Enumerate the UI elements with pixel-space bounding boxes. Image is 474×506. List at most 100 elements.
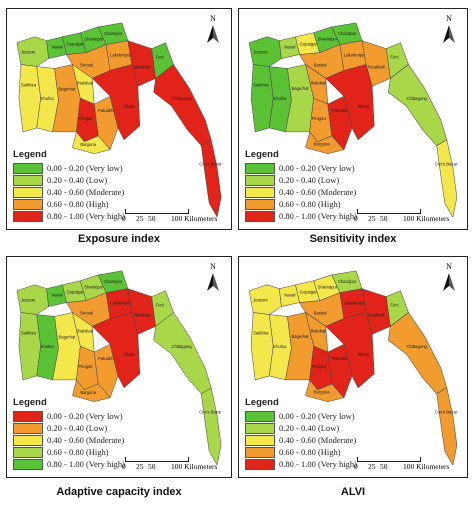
north-label: N	[446, 262, 452, 271]
legend-item: 0.80 - 1.00 (Very high)	[245, 458, 357, 470]
place-label: Bagerhat	[59, 86, 77, 91]
north-arrow-icon	[207, 273, 219, 291]
legend-label: 0.80 - 1.00 (Very high)	[47, 211, 125, 221]
legend-item: 0.00 - 0.20 (Very low)	[245, 162, 357, 174]
place-label: Barisal	[80, 310, 93, 315]
legend-swatch	[13, 434, 43, 446]
place-label: Bhola	[124, 104, 135, 109]
legend-label: 0.20 - 0.40 (Low)	[279, 423, 340, 433]
legend-swatch	[245, 186, 275, 198]
north-arrow: N	[441, 14, 457, 45]
place-label: Cox's Bazar	[199, 162, 222, 167]
place-label: Jessore	[253, 50, 268, 55]
scale-tick-label: 50	[380, 462, 388, 471]
legend-label: 0.80 - 1.00 (Very high)	[47, 459, 125, 469]
scale-tick-label: 100 Kilometers	[403, 462, 450, 471]
district-map: JessoreNarailGopalganjShariatpurChandpur…	[16, 270, 222, 466]
legend-item: 0.60 - 0.80 (High)	[245, 198, 357, 210]
scale-tick-label: 25	[368, 462, 376, 471]
district-barguna	[305, 131, 345, 154]
place-label: Feni	[390, 55, 398, 60]
legend: Legend 0.00 - 0.20 (Very low) 0.20 - 0.40 …	[245, 149, 357, 222]
scale-tick-label: 100 Kilometers	[171, 214, 218, 223]
legend-swatch	[13, 446, 43, 458]
place-label: Gopalganj	[66, 42, 85, 47]
legend-swatch	[13, 458, 43, 470]
scale-bar: 0 25 50 100 Kilometers	[351, 457, 463, 473]
place-label: Gopalganj	[66, 290, 85, 295]
place-label: Jhalokati	[310, 80, 327, 85]
north-label: N	[210, 262, 216, 271]
place-label: Lakshmipur	[110, 301, 132, 306]
scale-tick-label: 50	[148, 214, 156, 223]
legend-label: 0.60 - 0.80 (High)	[279, 199, 341, 209]
legend-label: 0.20 - 0.40 (Low)	[279, 175, 340, 185]
place-label: Chandpur	[338, 31, 357, 36]
legend-title: Legend	[13, 397, 47, 408]
legend-swatch	[13, 162, 43, 174]
scale-tick-label: 100 Kilometers	[403, 214, 450, 223]
legend-swatch	[245, 174, 275, 186]
place-label: Khulna	[41, 96, 55, 101]
place-label: Chandpur	[338, 279, 357, 284]
sensitivity-map-panel: Jessore Narail Gopalganj Shariatpur Chandpur…	[238, 8, 468, 230]
place-label: Gopalganj	[300, 290, 319, 295]
place-label: Satkhira	[253, 330, 269, 335]
place-label: Feni	[156, 55, 164, 60]
place-label: Khulna	[273, 344, 287, 349]
place-label: Patuakhali	[332, 356, 352, 361]
legend-swatch	[245, 446, 275, 458]
legend-item: 0.60 - 0.80 (High)	[13, 198, 125, 210]
place-label: Shariatpur	[318, 37, 338, 42]
scale-tick-label: 25	[368, 214, 376, 223]
place-label: Noakhali	[134, 64, 150, 69]
place-label: Noakhali	[368, 312, 385, 317]
legend: Legend 0.00 - 0.20 (Very low) 0.20 - 0.40 …	[13, 397, 125, 470]
place-label: Barisal	[314, 63, 327, 68]
legend-item: 0.20 - 0.40 (Low)	[245, 422, 357, 434]
legend-label: 0.80 - 1.00 (Very high)	[279, 211, 357, 221]
district-bhola	[91, 312, 141, 389]
north-arrow-icon	[443, 273, 455, 291]
place-label: Bhola	[358, 104, 369, 109]
district-cox-s-bazar	[436, 139, 458, 218]
district-patuakhali	[327, 343, 353, 399]
place-label: Bagerhat	[59, 334, 77, 339]
legend-label: 0.00 - 0.20 (Very low)	[47, 411, 123, 421]
adaptive-capacity-map-panel: Jessore Narail Gopalganj Shariatpur Chandpur…	[6, 256, 232, 478]
sensitivity-caption: Sensitivity index	[309, 233, 397, 245]
north-label: N	[210, 14, 216, 23]
district-barguna	[305, 379, 345, 402]
legend-swatch	[245, 198, 275, 210]
place-label: Pirojpur	[78, 116, 93, 121]
legend-label: 0.60 - 0.80 (High)	[47, 199, 109, 209]
legend-item: 0.00 - 0.20 (Very low)	[245, 410, 357, 422]
place-label: Lakshmipur	[344, 301, 366, 306]
legend-swatch	[13, 210, 43, 222]
legend-label: 0.40 - 0.60 (Moderate)	[47, 187, 125, 197]
district-map: JessoreNarailGopalganjShariatpurChandpur…	[248, 270, 458, 466]
legend-item: 0.40 - 0.60 (Moderate)	[245, 434, 357, 446]
district-patuakhali	[327, 95, 353, 151]
place-label: Bhola	[124, 352, 135, 357]
place-label: Gopalganj	[300, 42, 319, 47]
place-label: Pirojpur	[312, 364, 327, 369]
legend-swatch	[245, 210, 275, 222]
legend-item: 0.20 - 0.40 (Low)	[245, 174, 357, 186]
place-label: Narail	[284, 293, 295, 298]
legend-label: 0.20 - 0.40 (Low)	[47, 423, 108, 433]
legend-label: 0.20 - 0.40 (Low)	[47, 175, 108, 185]
district-bhola	[325, 312, 375, 389]
scale-bar: 0 25 50 100 Kilometers	[119, 457, 231, 473]
place-label: Satkhira	[21, 330, 37, 335]
legend: Legend 0.00 - 0.20 (Very low) 0.20 - 0.40 …	[245, 397, 357, 470]
place-label: Shariatpur	[84, 285, 104, 290]
place-label: Chittagong	[406, 96, 427, 101]
place-label: Jhalokati	[310, 328, 327, 333]
legend-item: 0.80 - 1.00 (Very high)	[13, 458, 125, 470]
scale-bar-line	[357, 457, 421, 462]
scale-tick-label: 25	[136, 462, 144, 471]
adaptive-capacity-caption: Adaptive capacity index	[56, 486, 182, 498]
place-label: Satkhira	[253, 82, 269, 87]
legend-item: 0.60 - 0.80 (High)	[245, 446, 357, 458]
